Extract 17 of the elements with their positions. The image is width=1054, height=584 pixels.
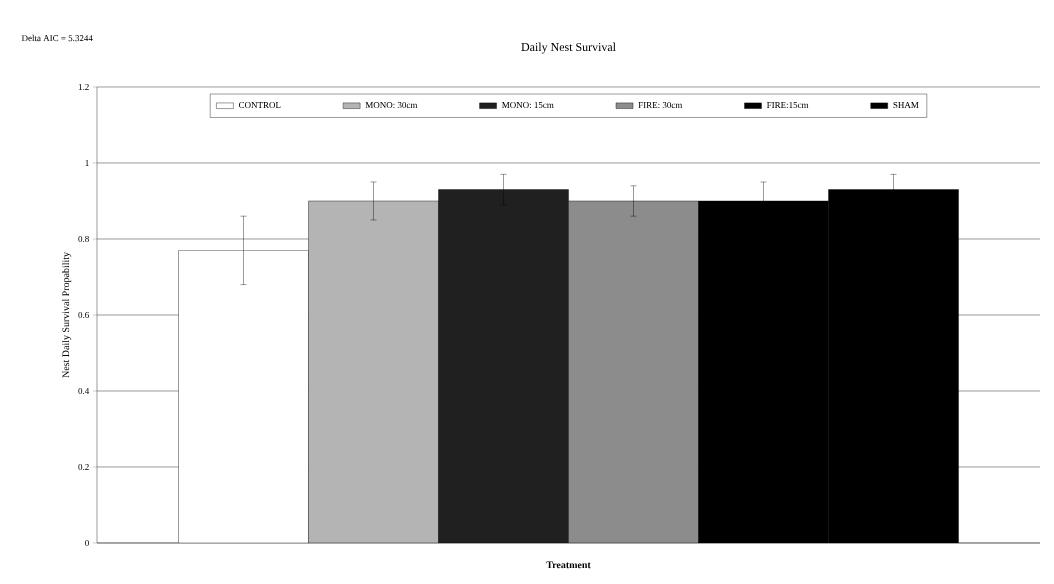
legend-label: FIRE: 30cm bbox=[638, 102, 683, 109]
y-tick-label: 0.4 bbox=[78, 387, 90, 395]
legend-label: FIRE:15cm bbox=[766, 102, 809, 109]
y-tick-label: 0.8 bbox=[78, 235, 89, 243]
legend-label: CONTROL bbox=[238, 102, 281, 109]
x-axis-title: Treatment bbox=[546, 561, 591, 569]
legend-label: MONO: 30cm bbox=[365, 102, 418, 109]
y-tick-label: 0.2 bbox=[78, 463, 89, 471]
chart-title: Daily Nest Survival bbox=[521, 42, 616, 54]
y-tick-label: 0 bbox=[85, 539, 89, 547]
legend-label: MONO: 15cm bbox=[502, 102, 554, 109]
y-tick-label: 1 bbox=[85, 160, 89, 166]
y-axis-title: Nest Daily Survival Propability bbox=[62, 252, 72, 378]
text: Delta AIC = 5.3244 bbox=[21, 34, 93, 42]
legend-label: SHAM bbox=[893, 102, 919, 109]
y-tick-label: 0.6 bbox=[78, 311, 89, 319]
y-tick-label: 1.2 bbox=[78, 83, 89, 91]
